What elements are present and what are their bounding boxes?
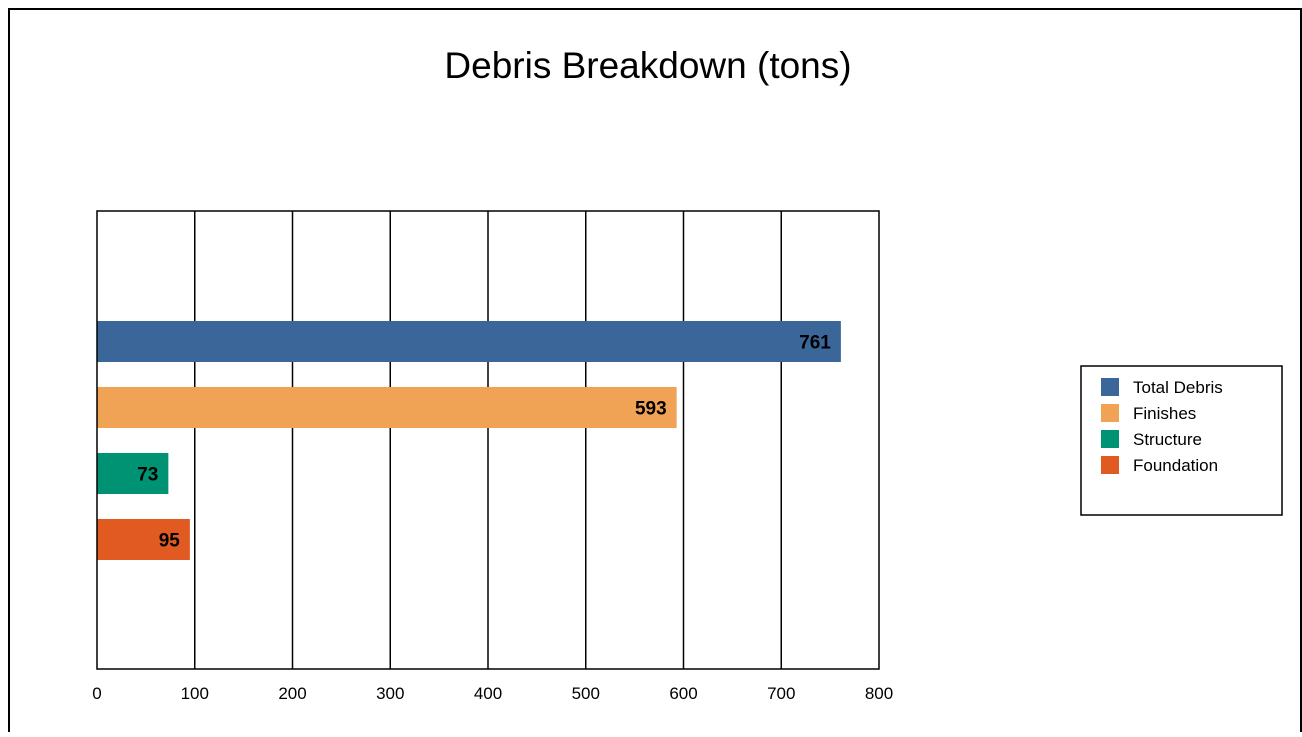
legend-label: Foundation [1133, 456, 1218, 475]
bar-value-label: 95 [159, 531, 181, 552]
chart-title: Debris Breakdown (tons) [444, 45, 851, 86]
bar-value-label: 593 [635, 399, 667, 420]
legend-swatch [1101, 430, 1119, 448]
legend-items: Total Debris Finishes Structure Foundation [1101, 378, 1223, 475]
x-tick-label: 400 [474, 684, 502, 703]
bar-finishes [97, 387, 677, 428]
legend-swatch [1101, 456, 1119, 474]
legend-label: Total Debris [1133, 378, 1223, 397]
x-tick-label: 700 [767, 684, 795, 703]
legend-swatch [1101, 404, 1119, 422]
x-tick-label: 300 [376, 684, 404, 703]
legend: Total Debris Finishes Structure Foundation [1080, 365, 1283, 516]
chart-border [8, 8, 1302, 732]
legend-label: Finishes [1133, 404, 1196, 423]
bar-structure [97, 453, 169, 494]
x-tick-label: 800 [865, 684, 893, 703]
legend-swatch [1101, 378, 1119, 396]
bar-foundation [97, 519, 190, 560]
bar-total-debris [97, 321, 841, 362]
legend-label: Structure [1133, 430, 1202, 449]
x-axis-ticks: 0 100 200 300 400 500 600 700 800 [92, 684, 893, 703]
bars: 761 593 73 95 [97, 321, 841, 560]
x-tick-label: 0 [92, 684, 101, 703]
x-tick-label: 100 [181, 684, 209, 703]
bar-value-label: 73 [137, 465, 158, 486]
grid-lines [194, 211, 782, 669]
x-tick-label: 500 [572, 684, 600, 703]
plot-area-border [96, 210, 880, 670]
x-tick-label: 600 [669, 684, 697, 703]
bar-value-label: 761 [799, 333, 831, 354]
x-tick-label: 200 [278, 684, 306, 703]
